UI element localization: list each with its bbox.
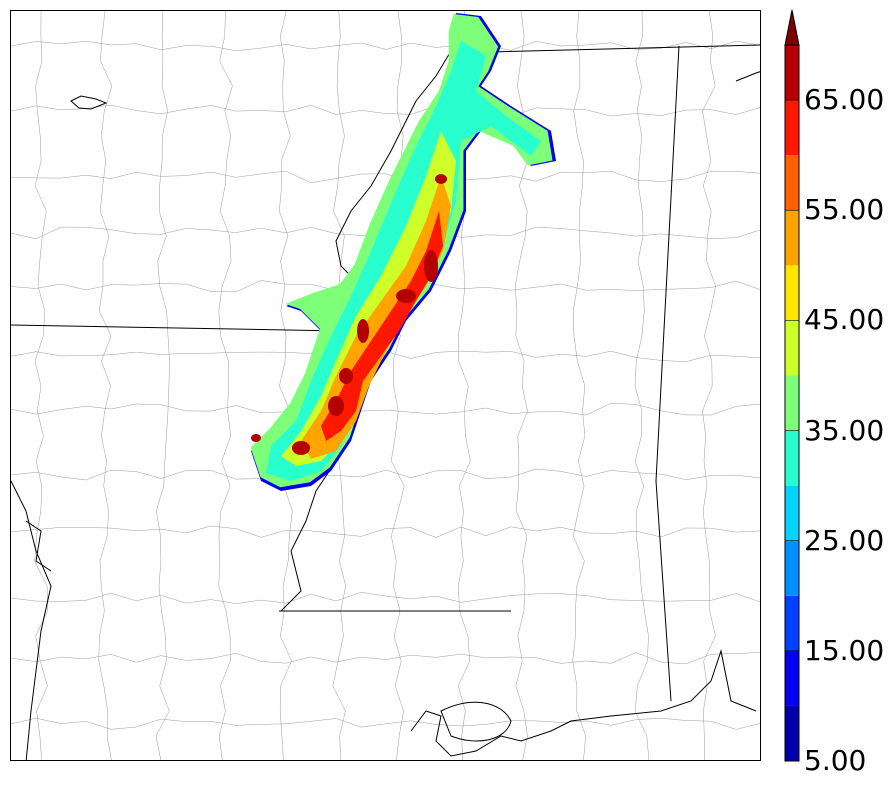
core-cell xyxy=(339,368,353,384)
west-coast-inlet xyxy=(25,520,52,572)
field-orange xyxy=(301,176,451,459)
colorbar-bin xyxy=(785,650,799,706)
bay xyxy=(735,71,760,82)
field-yellow xyxy=(281,131,456,466)
colorbar-bins xyxy=(784,9,800,762)
county-boundaries xyxy=(11,11,760,760)
la-coast xyxy=(410,649,757,757)
county-line xyxy=(11,525,760,538)
colorbar: 5.00 15.00 25.00 35.00 45.00 55.00 65.00 xyxy=(780,0,894,785)
county-line xyxy=(218,11,233,760)
reflectivity-field xyxy=(250,13,556,491)
colorbar-tick-label: 35.00 xyxy=(804,413,885,447)
core-cell xyxy=(251,434,261,442)
county-line xyxy=(34,11,48,760)
colorbar-bin xyxy=(785,375,799,431)
core-cell xyxy=(292,441,310,455)
county-line xyxy=(11,40,760,51)
colorbar-extend-arrow xyxy=(784,9,800,46)
gulf-coast xyxy=(11,480,52,760)
colorbar-tick-label: 25.00 xyxy=(804,523,885,557)
tn-border xyxy=(450,44,760,54)
ms-al-border xyxy=(655,45,680,702)
colorbar-bin xyxy=(785,595,799,651)
core-cell xyxy=(396,289,416,303)
colorbar-tick-label: 55.00 xyxy=(804,193,885,227)
map-panel xyxy=(10,10,761,761)
lake-pontchartrain xyxy=(440,701,512,742)
county-line xyxy=(279,11,293,760)
core-cell xyxy=(357,319,369,343)
county-line xyxy=(98,11,113,760)
colorbar-tick-label: 5.00 xyxy=(804,744,867,777)
radar-map xyxy=(11,11,760,760)
county-line xyxy=(11,403,760,416)
field-red xyxy=(321,211,443,441)
colorbar-tick-label: 45.00 xyxy=(804,303,885,337)
state-boundaries xyxy=(11,15,760,760)
core-cell xyxy=(435,174,447,184)
colorbar-bin xyxy=(785,430,799,486)
county-line xyxy=(390,11,405,760)
colorbar-tick-label: 65.00 xyxy=(804,83,885,117)
colorbar-bin xyxy=(785,155,799,211)
county-line xyxy=(702,11,716,760)
colorbar-bin xyxy=(785,210,799,266)
colorbar-tick-label: 15.00 xyxy=(804,633,885,667)
colorbar-bin xyxy=(785,265,799,321)
colorbar-bin xyxy=(785,320,799,376)
county-line xyxy=(572,11,586,760)
core-cell xyxy=(424,250,438,282)
colorbar-bin xyxy=(785,540,799,596)
county-line xyxy=(155,11,170,760)
colorbar-bin xyxy=(785,485,799,541)
county-line xyxy=(11,170,760,184)
county-line xyxy=(11,717,760,730)
colorbar-bin xyxy=(785,100,799,156)
colorbar-bin xyxy=(785,705,799,761)
county-line xyxy=(11,468,760,481)
county-line xyxy=(11,652,760,665)
island xyxy=(70,95,108,110)
core-cell xyxy=(328,396,344,416)
county-line xyxy=(11,592,760,604)
ar-la-border xyxy=(11,324,342,332)
county-line xyxy=(634,11,650,760)
county-line xyxy=(11,104,760,117)
colorbar-bin xyxy=(785,45,799,101)
